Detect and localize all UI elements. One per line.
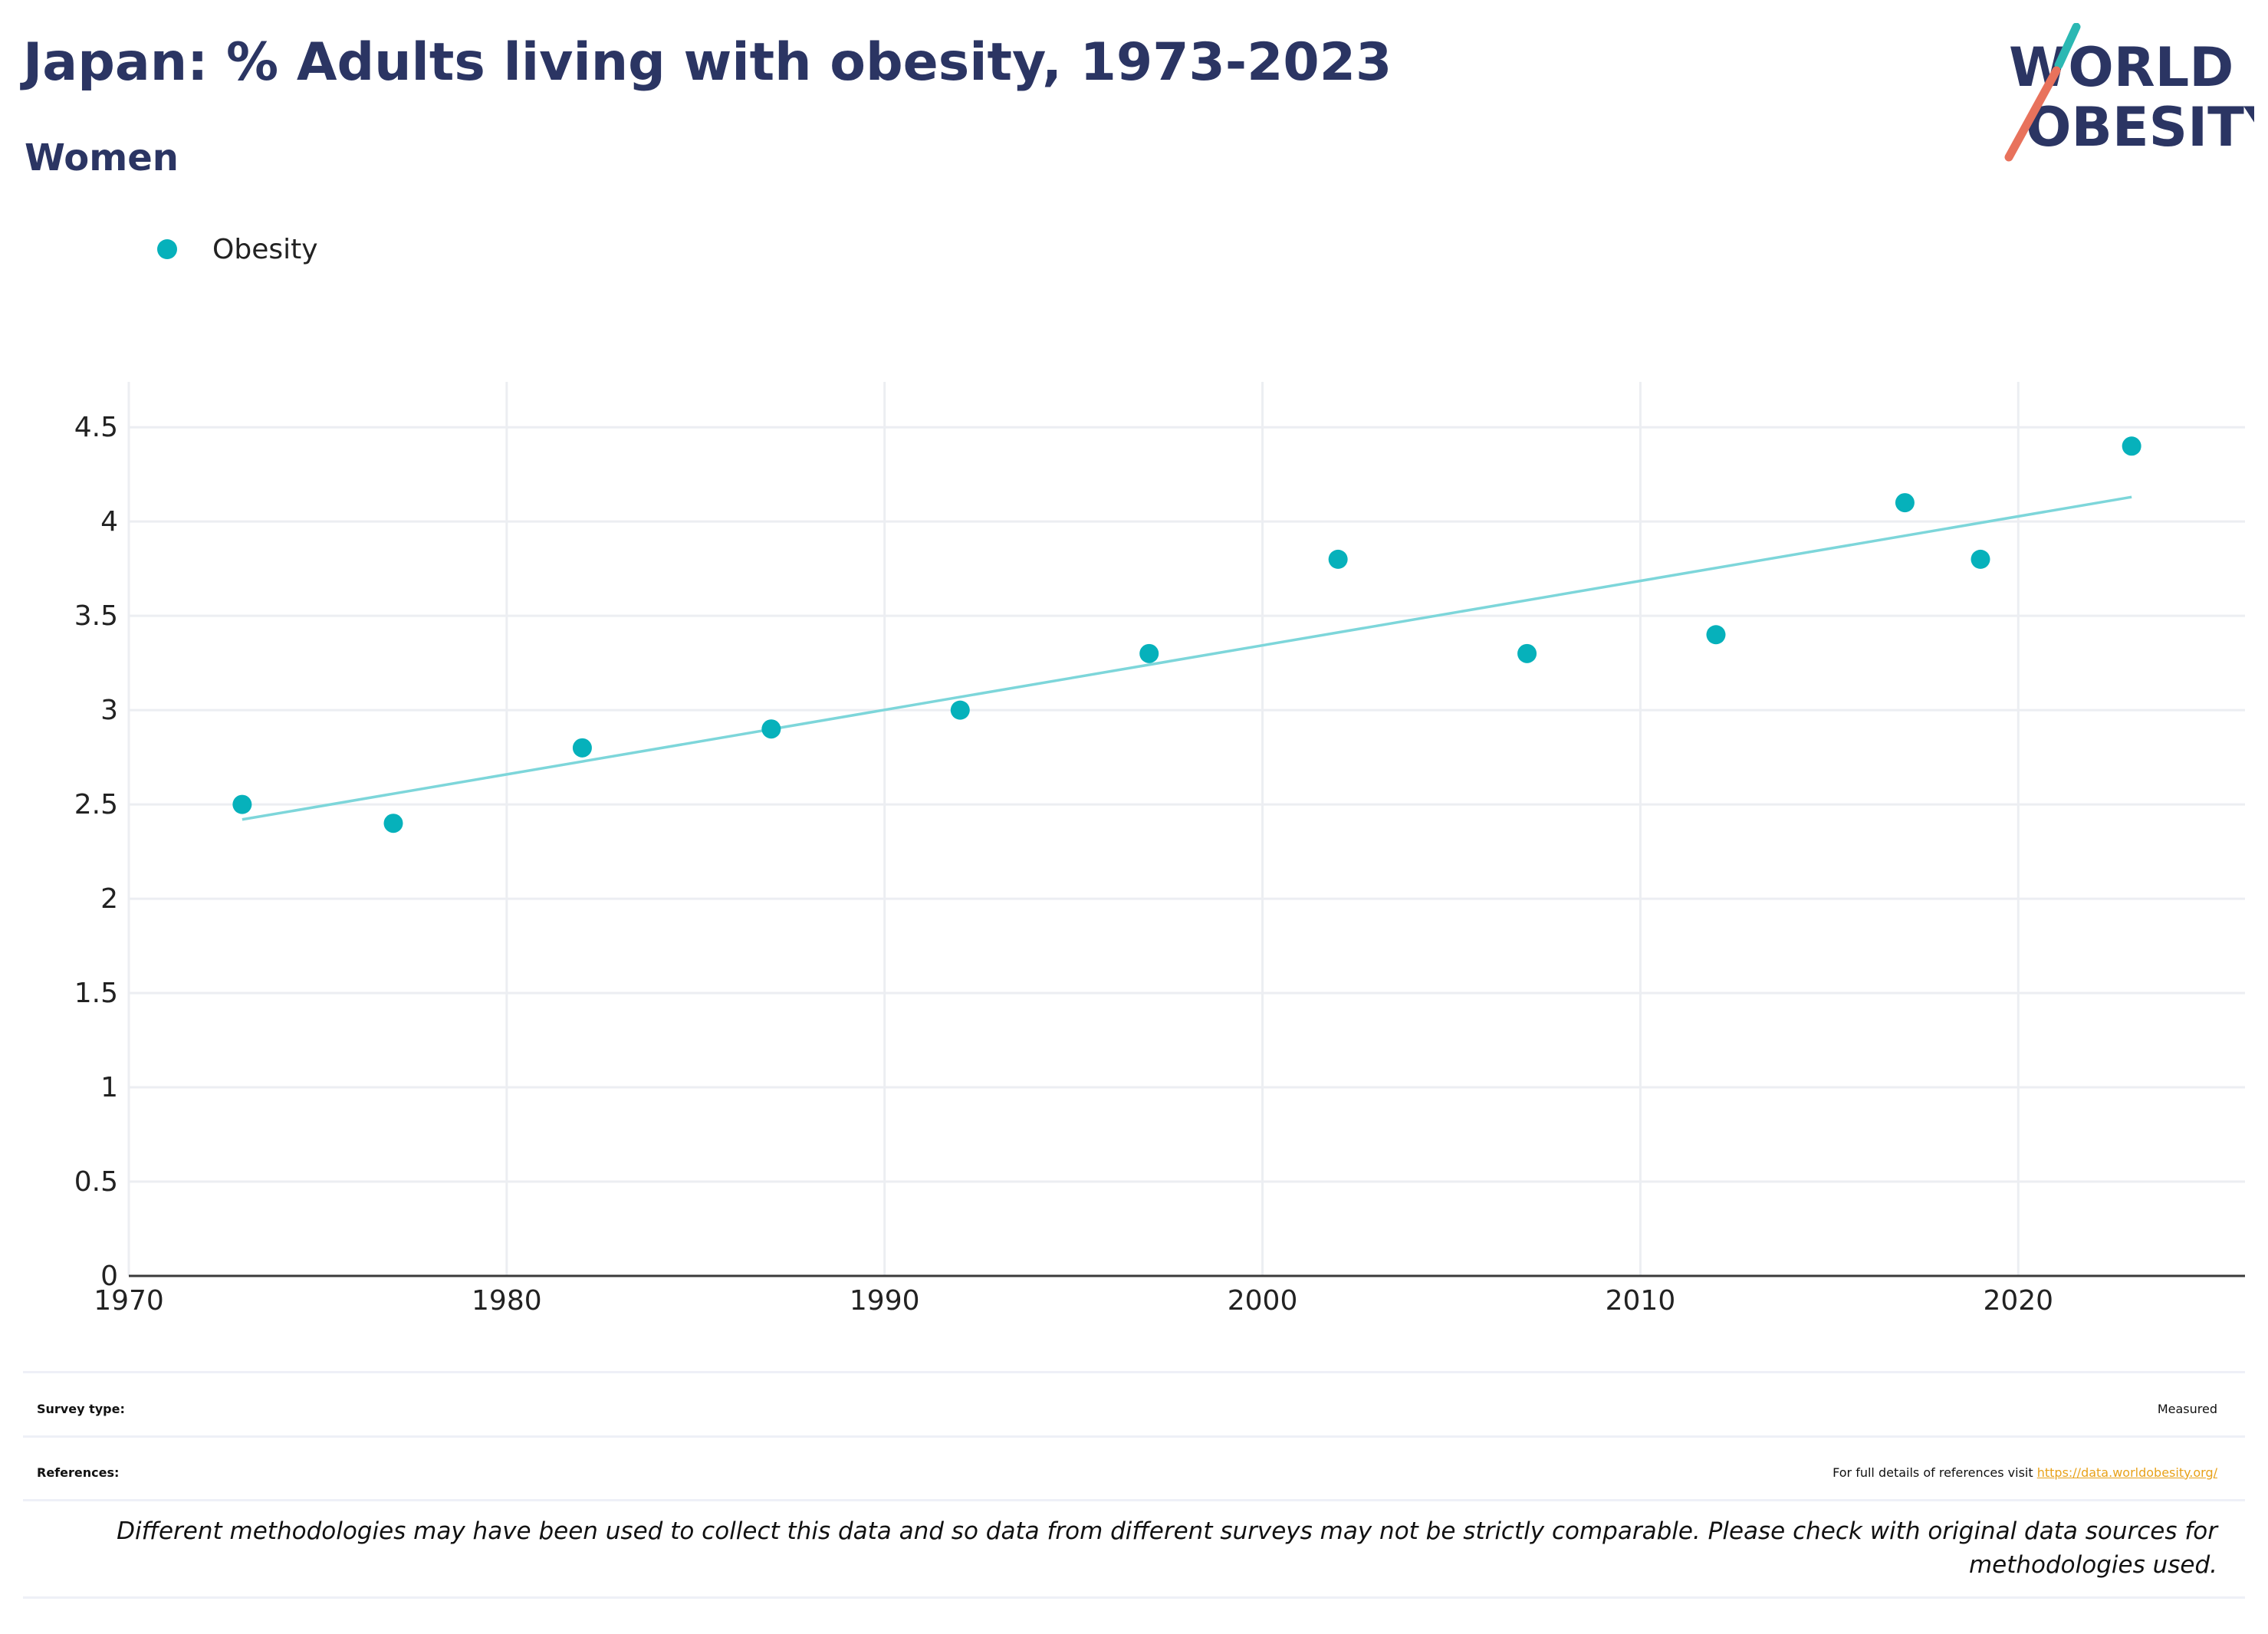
survey-type-label: Survey type:	[37, 1401, 125, 1416]
survey-type-value: Measured	[2157, 1401, 2217, 1416]
y-tick-label: 2.5	[74, 789, 118, 820]
divider	[23, 1499, 2245, 1501]
references-label: References:	[37, 1465, 120, 1480]
data-point	[383, 814, 403, 833]
data-point	[572, 738, 592, 758]
data-point	[1971, 549, 1990, 569]
y-tick-label: 2	[100, 883, 118, 915]
legend-marker-obesity	[157, 239, 177, 259]
data-point	[1328, 549, 1348, 569]
y-tick-label: 3.5	[74, 600, 118, 632]
chart-subtitle: Women	[25, 136, 179, 179]
references-value: For full details of references visit htt…	[1832, 1465, 2217, 1480]
references-text: For full details of references visit	[1832, 1465, 2037, 1480]
x-tick-label: 1990	[850, 1285, 920, 1311]
x-tick-label: 2000	[1228, 1285, 1298, 1311]
chart-legend[interactable]: Obesity	[157, 230, 318, 268]
data-point	[2122, 436, 2141, 456]
chart-title: Japan: % Adults living with obesity, 197…	[23, 32, 1392, 93]
data-point	[1517, 643, 1537, 663]
data-point	[1706, 625, 1726, 645]
data-point	[232, 794, 252, 814]
trendline	[242, 495, 2132, 821]
divider	[23, 1435, 2245, 1438]
references-row: References: For full details of referenc…	[23, 1448, 2231, 1497]
references-link[interactable]: https://data.worldobesity.org/	[2036, 1465, 2217, 1480]
y-tick-label: 0.5	[74, 1166, 118, 1198]
y-tick-label: 4.5	[74, 412, 118, 443]
y-tick-label: 1.5	[74, 978, 118, 1009]
methodology-disclaimer: Different methodologies may have been us…	[117, 1517, 2217, 1579]
y-tick-label: 1	[100, 1072, 118, 1103]
y-tick-label: 0	[100, 1261, 118, 1292]
x-tick-label: 2010	[1606, 1285, 1676, 1311]
svg-text:OBESITY: OBESITY	[2026, 96, 2254, 159]
data-point	[950, 700, 970, 720]
x-tick-label: 1970	[94, 1285, 164, 1311]
world-obesity-logo: WORLD OBESITY	[2004, 23, 2254, 162]
x-tick-label: 1980	[472, 1285, 542, 1311]
y-tick-label: 4	[100, 506, 118, 538]
divider	[23, 1596, 2245, 1599]
legend-label-obesity: Obesity	[212, 233, 318, 265]
data-point	[761, 719, 781, 739]
survey-type-row: Survey type: Measured	[23, 1384, 2231, 1433]
y-tick-label: 3	[100, 695, 118, 726]
data-point	[1139, 643, 1159, 663]
data-point	[1895, 493, 1915, 513]
scatter-chart: 0 0.5 1 1.5 2 2.5 3 3.5 4 4.5 1970 1980 1990 2000 2010…	[74, 382, 2245, 1311]
x-tick-label: 2020	[1983, 1285, 2053, 1311]
divider	[23, 1371, 2245, 1373]
